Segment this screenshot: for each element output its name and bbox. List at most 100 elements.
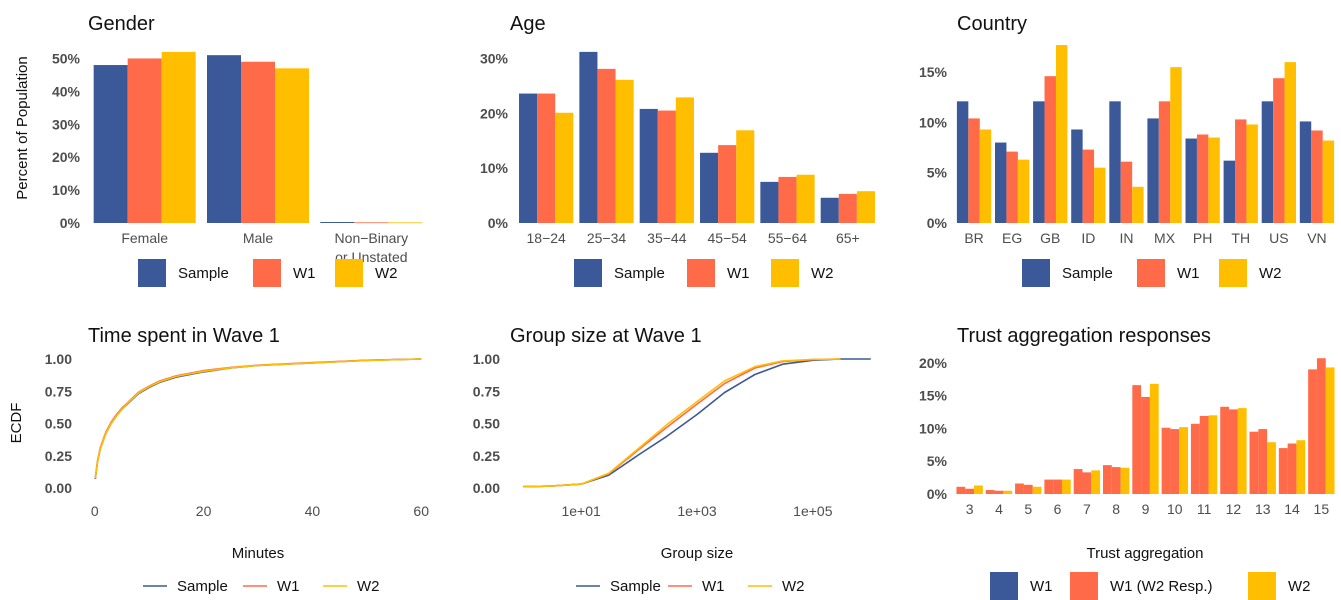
y-tick-label: 0% — [927, 486, 948, 502]
bar — [1149, 383, 1159, 494]
x-tick-label: 1e+01 — [561, 503, 601, 519]
x-tick-label: PH — [1193, 230, 1212, 246]
x-tick-label: MX — [1154, 230, 1176, 246]
bar — [1082, 149, 1095, 223]
x-tick-label: Male — [243, 230, 274, 246]
x-tick-label: IN — [1119, 230, 1133, 246]
y-tick-label: 20% — [52, 149, 81, 165]
legend-key — [1248, 572, 1276, 600]
bar — [1073, 469, 1083, 494]
bar — [1061, 479, 1071, 494]
panel-group-size-at-wave-1: Group size at Wave 1 0.00 0.25 0.50 0.75 1.00… — [473, 325, 871, 562]
bar — [1220, 406, 1230, 494]
bar — [1120, 467, 1130, 494]
bar — [1261, 101, 1274, 223]
x-tick-label: 1e+03 — [677, 503, 717, 519]
bar — [597, 68, 616, 223]
x-tick-line: Non−Binary — [335, 230, 409, 246]
y-tick-label: 40% — [52, 83, 81, 99]
legend: Sample W1 W2 — [143, 578, 380, 595]
x-axis-label: Trust aggregation — [1086, 545, 1203, 562]
bar — [1208, 137, 1220, 223]
legend: Sample W1 W2 — [138, 259, 398, 287]
bar — [1190, 423, 1200, 494]
bar — [1299, 121, 1312, 223]
bar — [1094, 167, 1106, 223]
x-tick-label: EG — [1002, 230, 1022, 246]
y-tick-label: 0.00 — [473, 480, 500, 496]
bar — [1053, 479, 1062, 494]
legend-key — [138, 259, 166, 287]
x-tick-label: 25−34 — [587, 230, 627, 246]
legend-label: W1 — [1177, 265, 1200, 282]
legend: Sample W1 W2 — [574, 259, 834, 287]
y-tick-label: 10% — [919, 420, 948, 436]
bar — [718, 145, 737, 223]
bar — [1071, 129, 1083, 223]
y-tick-label: 10% — [919, 114, 948, 130]
x-tick-label: 5 — [1024, 501, 1032, 517]
legend-key — [771, 259, 799, 287]
bar — [760, 181, 779, 223]
bar — [1322, 140, 1335, 223]
bar — [161, 51, 196, 223]
legend-key — [335, 259, 363, 287]
bar — [1170, 67, 1182, 223]
bar — [700, 152, 719, 223]
bar — [985, 490, 995, 494]
bar — [615, 79, 634, 223]
y-tick-label: 15% — [919, 64, 948, 80]
x-tick-label: 0 — [91, 503, 99, 519]
y-tick-label: 0% — [488, 215, 509, 231]
bar — [1082, 472, 1092, 494]
y-tick-label: 30% — [52, 116, 81, 132]
bar — [1044, 76, 1056, 223]
bar — [838, 193, 857, 223]
bar — [968, 118, 980, 223]
x-tick-label: 35−44 — [647, 230, 687, 246]
x-axis-label: Minutes — [232, 545, 285, 562]
bar — [241, 61, 275, 223]
x-tick-label: 14 — [1284, 501, 1300, 517]
legend-key — [574, 259, 602, 287]
bar — [639, 108, 658, 223]
x-tick-label: 9 — [1142, 501, 1150, 517]
legend-label: W2 — [375, 265, 398, 282]
x-tick-label: 8 — [1112, 501, 1120, 517]
x-tick-label: 40 — [305, 503, 321, 519]
bar — [1141, 396, 1150, 494]
x-tick-label: 60 — [413, 503, 429, 519]
bar — [1132, 385, 1142, 494]
y-tick-label: 5% — [927, 453, 948, 469]
bar — [956, 486, 966, 494]
series-line-w2 — [523, 358, 841, 488]
bar — [1158, 101, 1171, 223]
x-tick-label: 18−24 — [527, 230, 567, 246]
bar — [579, 51, 598, 223]
x-tick-label: 13 — [1255, 501, 1271, 517]
bar — [1308, 369, 1317, 494]
legend-label: W2 — [811, 265, 834, 282]
x-axis-label: Group size — [661, 545, 734, 562]
x-tick-label: BR — [964, 230, 983, 246]
x-tick-label: 4 — [995, 501, 1003, 517]
y-tick-label: 20% — [919, 355, 948, 371]
chart-title: Gender — [88, 13, 155, 35]
bar — [1170, 429, 1180, 494]
bar — [736, 130, 755, 223]
x-tick-label: Non−Binary or Unstated — [335, 230, 409, 265]
x-tick-label: 11 — [1197, 501, 1212, 517]
legend-label: W1 (W2 Resp.) — [1110, 578, 1213, 595]
bar — [555, 112, 574, 223]
bar — [1032, 486, 1042, 494]
bar — [796, 174, 815, 223]
bar — [1147, 118, 1159, 223]
legend-label: W2 — [357, 578, 380, 595]
bar — [1325, 367, 1335, 494]
y-tick-label: 15% — [919, 388, 948, 404]
x-tick-label: 7 — [1083, 501, 1091, 517]
legend-key — [1137, 259, 1165, 287]
y-tick-label: 0.25 — [473, 448, 500, 464]
bar — [956, 101, 969, 223]
